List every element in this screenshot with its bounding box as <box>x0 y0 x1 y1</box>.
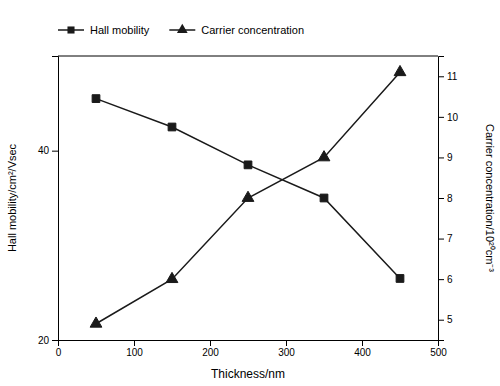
tick: 5 <box>438 314 453 325</box>
tick-mark <box>438 279 444 280</box>
legend-swatch-marker <box>67 26 74 33</box>
tick-mark <box>438 239 444 240</box>
tick-mark <box>438 76 444 77</box>
tick-mark <box>134 340 135 346</box>
tick-label: 6 <box>447 274 453 285</box>
tick-label: 8 <box>447 193 453 204</box>
tick: 11 <box>438 71 458 82</box>
tick: 20 <box>38 335 58 346</box>
legend-swatch-marker <box>177 24 188 33</box>
point <box>166 272 178 282</box>
legend: Hall mobility Carrier concentration <box>58 24 304 36</box>
tick: 6 <box>438 274 453 285</box>
plot-frame <box>58 56 438 57</box>
plot: 01002003004005002040567891011 <box>38 56 459 358</box>
tick: 7 <box>438 233 453 244</box>
tick-label: 7 <box>447 233 453 244</box>
tick-label: 9 <box>447 152 453 163</box>
tick-label: 200 <box>202 347 219 358</box>
point <box>92 95 100 103</box>
axis-line <box>52 57 59 341</box>
tick: 9 <box>438 152 453 163</box>
legend-item: Carrier concentration <box>169 24 304 36</box>
axis-line <box>439 57 445 341</box>
y-axis: 2040 <box>38 57 59 346</box>
tick: 10 <box>438 112 459 123</box>
tick-mark <box>210 340 211 346</box>
tick-label: 0 <box>56 347 62 358</box>
tick-label: 400 <box>354 347 371 358</box>
y2-axis-title: Carrier concentration/10²⁰cm⁻³ <box>484 124 496 272</box>
legend-item: Hall mobility <box>58 24 150 36</box>
tick-mark <box>362 340 363 346</box>
tick-label: 10 <box>447 112 459 123</box>
tick-label: 100 <box>126 347 143 358</box>
y-axis-title: Hall mobility/cm²/Vsec <box>6 143 18 252</box>
tick-mark <box>438 320 444 321</box>
tick-label: 11 <box>447 71 458 82</box>
tick-mark <box>438 198 444 199</box>
marks <box>90 65 406 327</box>
tick-mark <box>438 157 444 158</box>
tick: 500 <box>430 340 447 358</box>
y2-axis: 5 6 7 8 9 10 11 <box>438 57 459 341</box>
axis-line <box>59 341 439 347</box>
tick-label: 5 <box>447 314 453 325</box>
tick: 400 <box>354 340 371 358</box>
point <box>242 191 254 201</box>
point <box>320 194 328 202</box>
legend-label: Hall mobility <box>90 24 150 36</box>
tick-label: 40 <box>38 145 50 156</box>
point <box>168 123 176 131</box>
x-axis-title: Thickness/nm <box>211 367 285 381</box>
point <box>396 275 404 283</box>
tick: 8 <box>438 193 453 204</box>
tick: 0 <box>56 340 62 358</box>
tick-mark <box>286 340 287 346</box>
tick: 200 <box>202 340 219 358</box>
tick: 300 <box>278 340 295 358</box>
series-line <box>96 72 400 324</box>
tick-label: 500 <box>430 347 447 358</box>
x-axis: 0 100 200 300 400 500 <box>56 340 448 358</box>
tick-label: 20 <box>38 335 50 346</box>
tick: 100 <box>126 340 143 358</box>
tick-mark <box>438 117 444 118</box>
point <box>394 65 406 75</box>
point <box>90 317 102 327</box>
point <box>318 151 330 161</box>
point <box>244 161 252 169</box>
tick: 40 <box>38 145 58 156</box>
series-line <box>96 99 400 279</box>
tick-label: 300 <box>278 347 295 358</box>
legend-label: Carrier concentration <box>201 24 304 36</box>
chart: 01002003004005002040567891011Thickness/n… <box>0 0 500 386</box>
tick-mark <box>52 340 58 341</box>
tick-mark <box>52 151 58 152</box>
